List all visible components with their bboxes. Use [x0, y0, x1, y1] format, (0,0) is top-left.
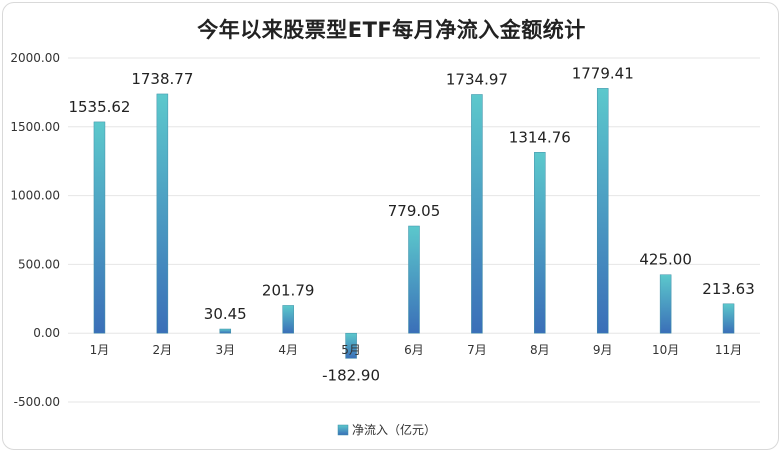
x-tick-label: 1月	[90, 343, 110, 357]
x-tick-label: 3月	[215, 343, 235, 357]
chart-frame	[2, 2, 779, 450]
bar	[722, 303, 735, 334]
x-tick-label: 10月	[652, 343, 679, 357]
bar	[408, 225, 420, 334]
bar	[596, 88, 609, 334]
bar	[219, 328, 232, 334]
data-label: 1738.77	[131, 70, 193, 88]
bar	[471, 94, 483, 334]
x-tick-label: 11月	[715, 343, 742, 357]
data-label: 779.05	[388, 202, 441, 220]
x-tick-label: 9月	[593, 343, 613, 357]
data-label: 213.63	[702, 280, 755, 298]
x-tick-label: 6月	[404, 343, 424, 357]
bar	[156, 93, 169, 334]
x-axis-ticks: 1月 2月 3月 4月 5月 6月 7月 8月 9月 10月 11月	[90, 343, 743, 357]
y-axis-ticks: 2000.00 1500.00 1000.00 500.00 0.00 -500.00	[10, 51, 60, 409]
data-label: 1734.97	[446, 70, 508, 88]
data-label: -182.90	[322, 366, 380, 384]
legend-swatch	[337, 424, 349, 436]
y-tick-label: 500.00	[18, 257, 60, 271]
chart-title: 今年以来股票型ETF每月净流入金额统计	[197, 18, 586, 42]
data-label: 1535.62	[68, 98, 130, 116]
y-tick-label: 1500.00	[10, 120, 60, 134]
y-tick-label: -500.00	[14, 395, 60, 409]
data-label: 30.45	[204, 305, 247, 323]
x-tick-label: 4月	[278, 343, 298, 357]
y-tick-label: 0.00	[33, 326, 60, 340]
x-tick-label: 2月	[153, 343, 173, 357]
y-tick-label: 1000.00	[10, 189, 60, 203]
bar	[345, 332, 357, 359]
legend: 净流入（亿元）	[337, 422, 436, 437]
x-tick-label: 7月	[467, 343, 487, 357]
data-label: 1314.76	[509, 128, 571, 146]
data-label: 1779.41	[572, 64, 634, 82]
bar	[282, 305, 294, 334]
x-tick-label: 8月	[530, 343, 550, 357]
bar	[659, 274, 672, 334]
bar	[93, 121, 106, 334]
data-label: 425.00	[639, 251, 692, 269]
data-label: 201.79	[262, 281, 315, 299]
y-tick-label: 2000.00	[10, 51, 60, 65]
bars	[93, 88, 735, 359]
legend-label: 净流入（亿元）	[352, 422, 436, 437]
x-tick-label: 5月	[341, 343, 361, 357]
bar	[534, 152, 546, 334]
